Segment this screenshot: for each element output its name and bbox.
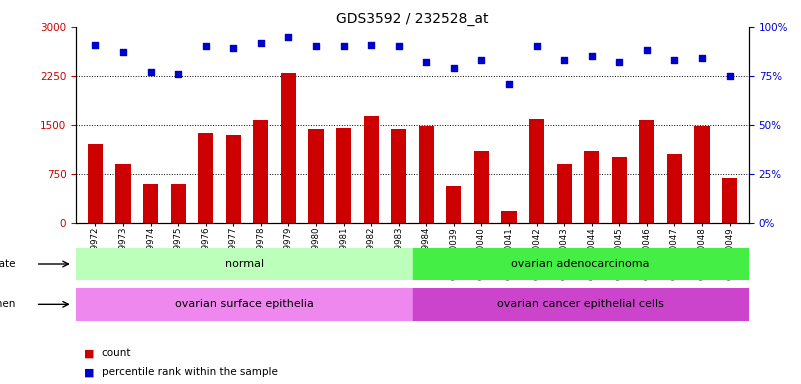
Text: ■: ■ [84, 348, 95, 358]
Text: count: count [102, 348, 131, 358]
Bar [419, 126, 434, 223]
Point [310, 43, 323, 50]
Point [695, 55, 708, 61]
Bar [171, 184, 186, 223]
Bar [557, 164, 572, 223]
Text: disease state: disease state [0, 259, 15, 269]
Bar [639, 119, 654, 223]
Point [89, 41, 102, 48]
Bar [584, 151, 599, 223]
Point [723, 73, 736, 79]
Bar [413, 248, 749, 280]
Bar [253, 119, 268, 223]
Text: ovarian adenocarcinoma: ovarian adenocarcinoma [512, 259, 650, 269]
Bar [501, 211, 517, 223]
Point [613, 59, 626, 65]
Bar [474, 151, 489, 223]
Text: percentile rank within the sample: percentile rank within the sample [102, 367, 278, 377]
Bar [446, 186, 461, 223]
Bar [413, 288, 749, 321]
Text: normal: normal [225, 259, 264, 269]
Point [337, 43, 350, 50]
Title: GDS3592 / 232528_at: GDS3592 / 232528_at [336, 12, 489, 26]
Point [227, 45, 239, 51]
Text: ovarian cancer epithelial cells: ovarian cancer epithelial cells [497, 299, 664, 310]
Point [557, 57, 570, 63]
Bar [364, 116, 379, 223]
Point [199, 43, 212, 50]
Bar [88, 144, 103, 223]
Point [171, 71, 184, 77]
Bar [722, 178, 737, 223]
Text: specimen: specimen [0, 299, 15, 310]
Text: ■: ■ [84, 367, 95, 377]
Point [282, 34, 295, 40]
Bar [143, 184, 158, 223]
Bar [281, 73, 296, 223]
Point [502, 81, 515, 87]
Point [117, 49, 130, 55]
Bar [115, 164, 131, 223]
Point [586, 53, 598, 59]
Bar [694, 126, 710, 223]
Bar [391, 129, 406, 223]
Point [144, 69, 157, 75]
Point [364, 41, 377, 48]
Point [668, 57, 681, 63]
Bar [76, 288, 413, 321]
Bar [226, 135, 241, 223]
Point [420, 59, 433, 65]
Bar [612, 157, 627, 223]
Text: ovarian surface epithelia: ovarian surface epithelia [175, 299, 314, 310]
Point [255, 40, 268, 46]
Bar [308, 129, 324, 223]
Point [641, 47, 654, 53]
Point [392, 43, 405, 50]
Point [475, 57, 488, 63]
Bar [198, 132, 213, 223]
Bar [336, 128, 351, 223]
Bar [529, 119, 544, 223]
Point [530, 43, 543, 50]
Bar [76, 248, 413, 280]
Bar [667, 154, 682, 223]
Point [448, 65, 461, 71]
